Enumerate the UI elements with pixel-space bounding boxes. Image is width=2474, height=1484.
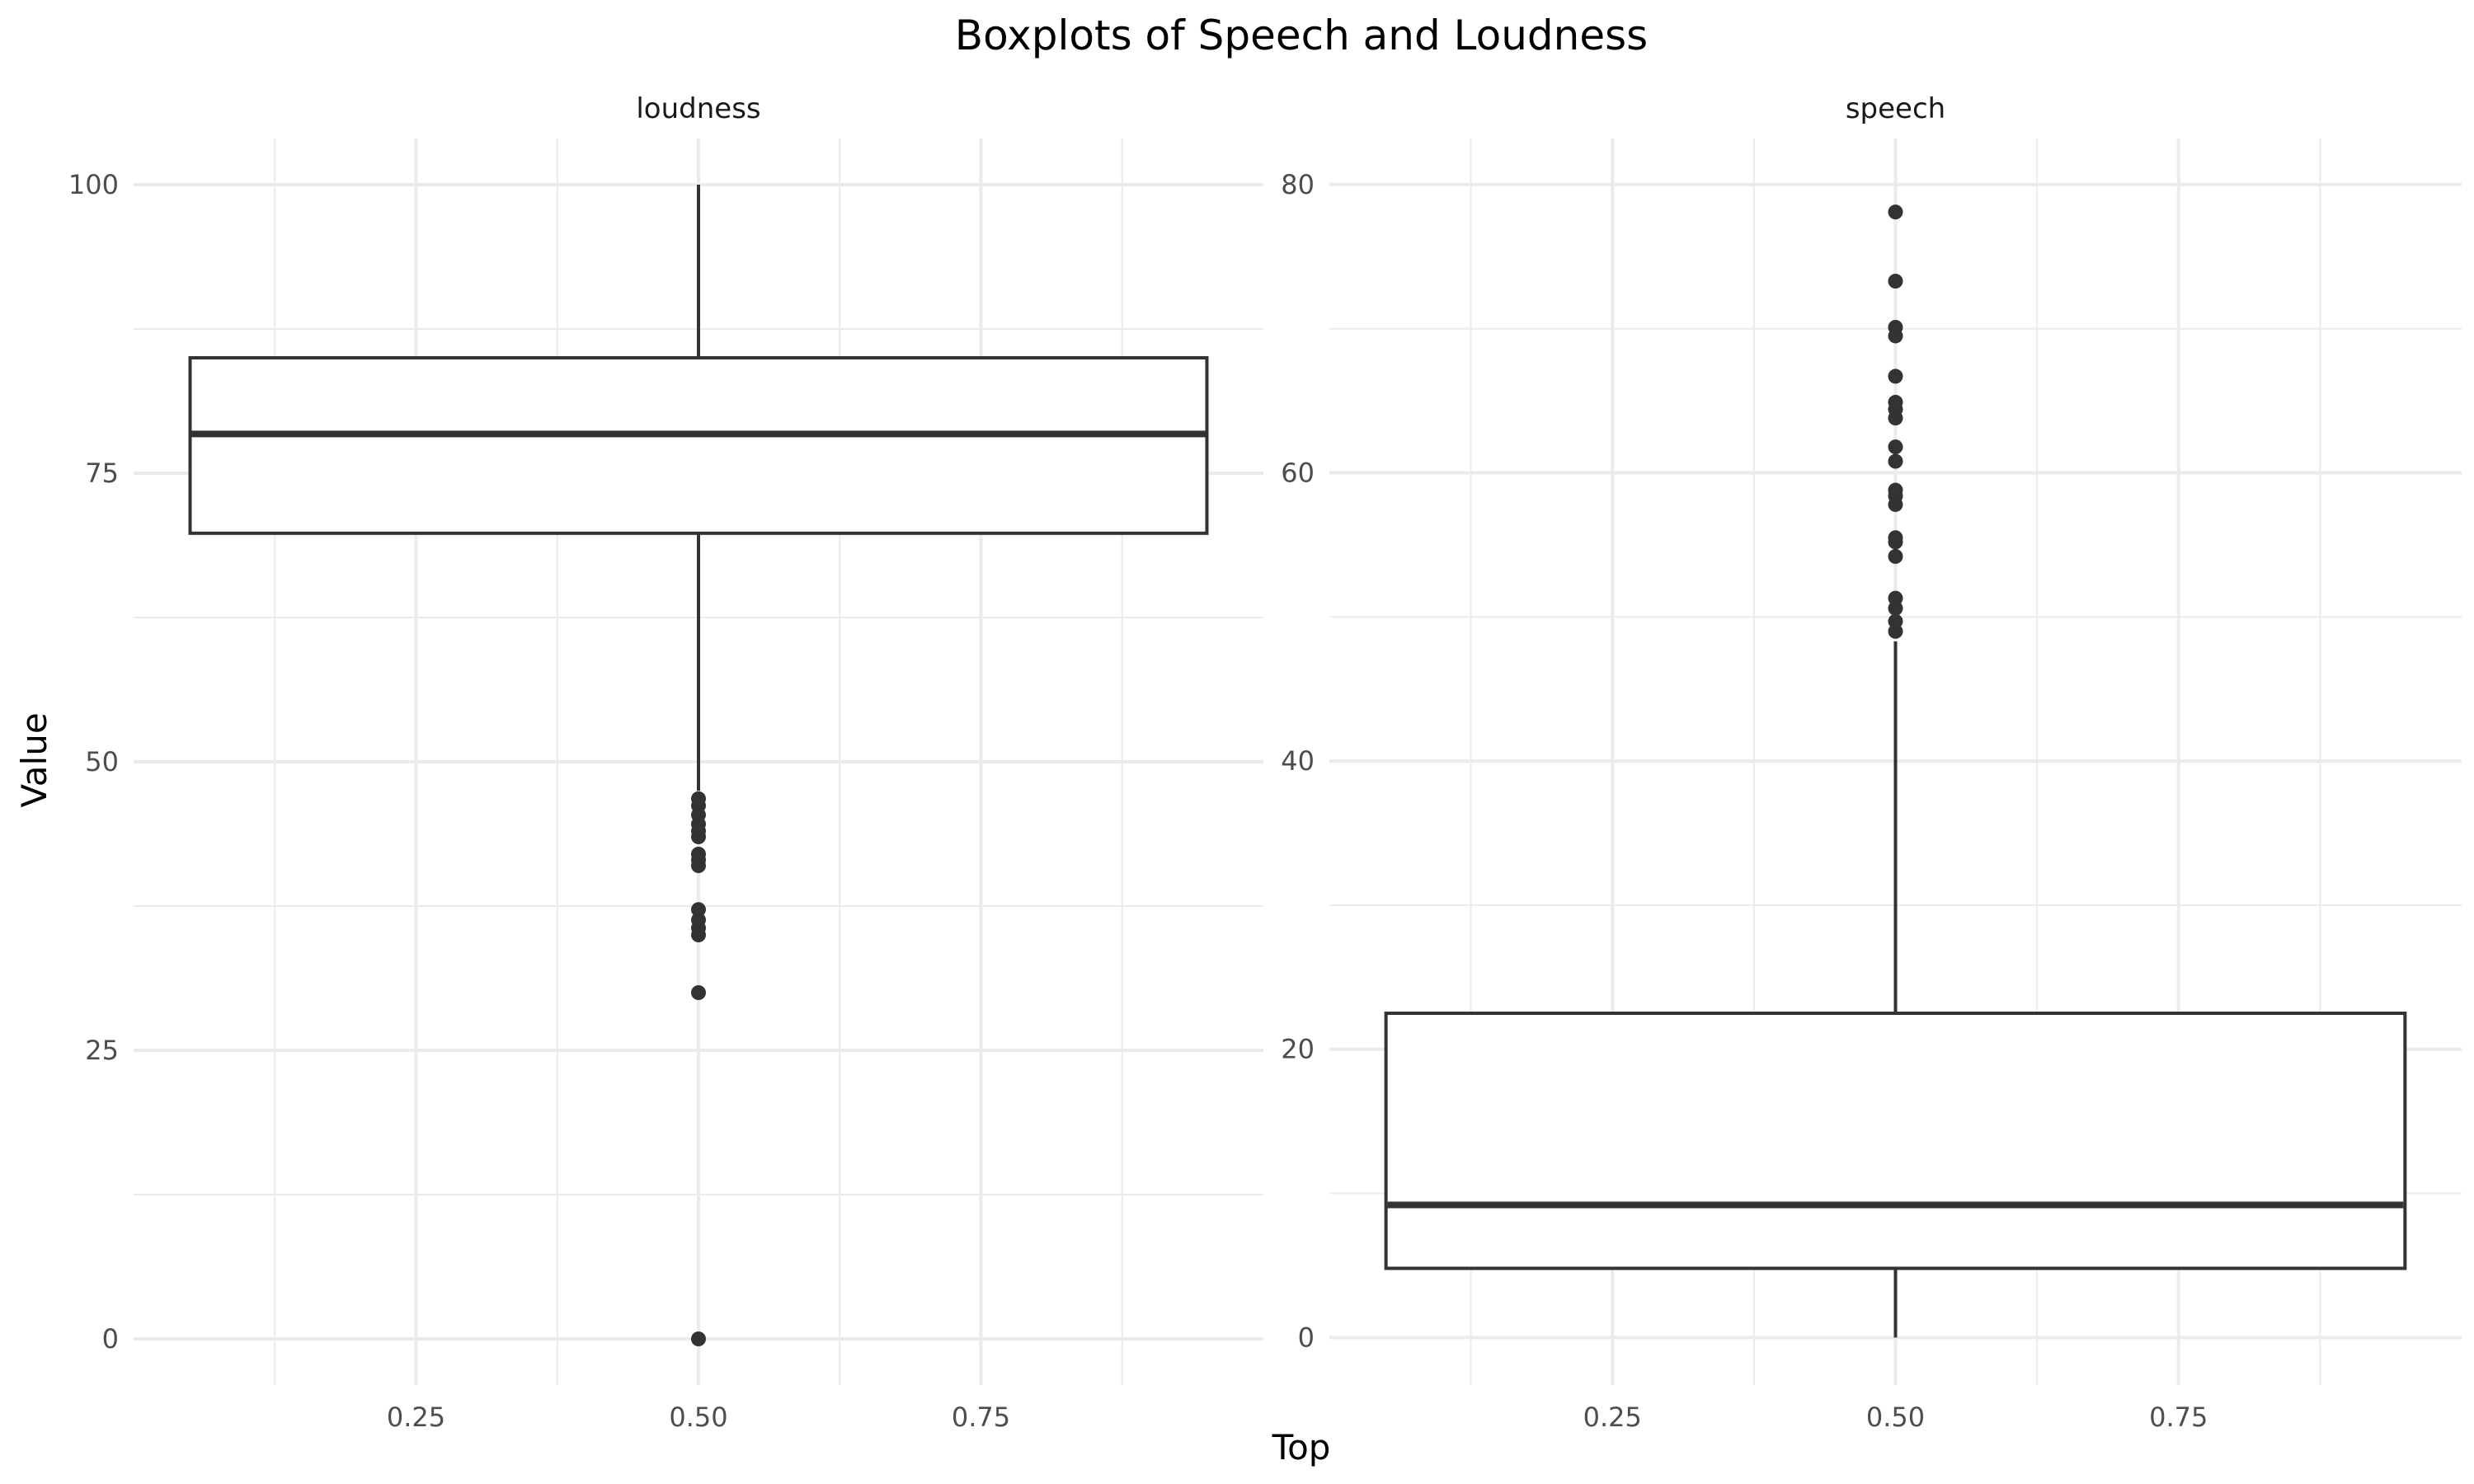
outlier-point bbox=[1888, 453, 1903, 469]
outlier-point bbox=[691, 1331, 706, 1346]
outlier-point bbox=[691, 791, 706, 806]
outlier-point bbox=[1888, 530, 1903, 546]
y-tick-label: 40 bbox=[1281, 745, 1315, 777]
outlier-point bbox=[1888, 590, 1903, 606]
iqr-box bbox=[188, 356, 1209, 535]
outlier-point bbox=[1888, 274, 1903, 289]
x-tick-label: 0.75 bbox=[952, 1402, 1010, 1433]
outlier-point bbox=[691, 912, 706, 928]
x-tick-label: 0.50 bbox=[669, 1402, 727, 1433]
outlier-point bbox=[1888, 204, 1903, 220]
iqr-box bbox=[1384, 1012, 2407, 1270]
outlier-point bbox=[1888, 613, 1903, 629]
facet-loudness: 0.25 0.50 0.75 0 25 50 75 100 loudness bbox=[68, 92, 1263, 1433]
x-tick-label: 0.25 bbox=[387, 1402, 445, 1433]
outlier-point bbox=[1888, 548, 1903, 564]
y-tick-label: 80 bbox=[1281, 169, 1315, 200]
y-tick-label: 60 bbox=[1281, 458, 1315, 489]
y-tick-label: 20 bbox=[1281, 1034, 1315, 1065]
outlier-point bbox=[1888, 394, 1903, 410]
x-tick-label: 0.50 bbox=[1866, 1402, 1925, 1433]
chart-title: Boxplots of Speech and Loudness bbox=[955, 12, 1648, 59]
facet-speech: 0.25 0.50 0.75 0 20 40 60 80 speech bbox=[1281, 92, 2462, 1433]
outlier-point bbox=[691, 902, 706, 918]
outlier-point bbox=[1888, 319, 1903, 335]
x-tick-label: 0.75 bbox=[2149, 1402, 2208, 1433]
outlier-point bbox=[1888, 439, 1903, 455]
facet-strip-label: speech bbox=[1846, 92, 1945, 125]
facet-strip-label: loudness bbox=[636, 92, 760, 125]
outlier-point bbox=[1888, 482, 1903, 498]
outlier-point bbox=[691, 985, 706, 1000]
x-axis-title: Top bbox=[1272, 1427, 1331, 1468]
y-tick-label: 75 bbox=[85, 458, 119, 489]
y-tick-label: 0 bbox=[102, 1323, 119, 1355]
y-axis-title: Value bbox=[14, 712, 54, 807]
y-tick-label: 50 bbox=[85, 746, 119, 777]
outlier-point bbox=[1888, 369, 1903, 384]
x-tick-label: 0.25 bbox=[1583, 1402, 1642, 1433]
y-tick-label: 25 bbox=[85, 1035, 119, 1066]
outlier-point bbox=[691, 847, 706, 862]
y-tick-label: 100 bbox=[68, 169, 119, 200]
y-tick-label: 0 bbox=[1298, 1322, 1315, 1353]
